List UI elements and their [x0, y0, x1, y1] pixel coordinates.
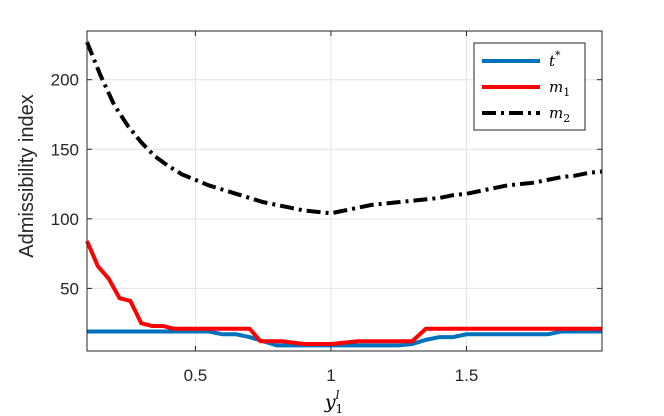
- series-layer: [85, 41, 603, 348]
- ticks: 0.5 1 1.5 50 100 150 200: [51, 31, 602, 385]
- legend-label-t-star: t*: [549, 49, 561, 70]
- series-t-star-line: [87, 329, 602, 348]
- y-axis-title: Admissibility index: [16, 94, 38, 257]
- legend-label-m1: m1: [549, 78, 570, 99]
- series-m1-line: [85, 240, 602, 347]
- legend-label-m1-sub: 1: [563, 86, 570, 99]
- x-axis-title: yl 1: [324, 388, 343, 416]
- x-axis-title-main: y: [324, 391, 336, 413]
- x-axis-title-sup: l: [336, 388, 340, 402]
- y-tick-label: 50: [60, 279, 79, 298]
- legend-label-m2: m2: [549, 104, 570, 125]
- legend-label-m2-main: m: [549, 104, 563, 122]
- y-tick-label: 150: [51, 140, 79, 159]
- legend-label-m2-sub: 2: [563, 112, 570, 125]
- legend-label-t-star-sup: *: [555, 49, 561, 62]
- y-tick-label: 200: [51, 71, 79, 90]
- x-tick-label: 1: [326, 366, 335, 385]
- legend: t* m1 m2: [473, 42, 586, 131]
- legend-label-t-star-main: t: [549, 52, 556, 70]
- legend-label-m1-main: m: [549, 78, 563, 96]
- x-tick-label: 1.5: [455, 366, 479, 385]
- x-axis-title-sub: 1: [335, 402, 343, 416]
- plot-frame: [86, 30, 603, 352]
- series-m2-line: [85, 41, 603, 216]
- y-tick-label: 100: [51, 210, 79, 229]
- x-tick-label: 0.5: [184, 366, 208, 385]
